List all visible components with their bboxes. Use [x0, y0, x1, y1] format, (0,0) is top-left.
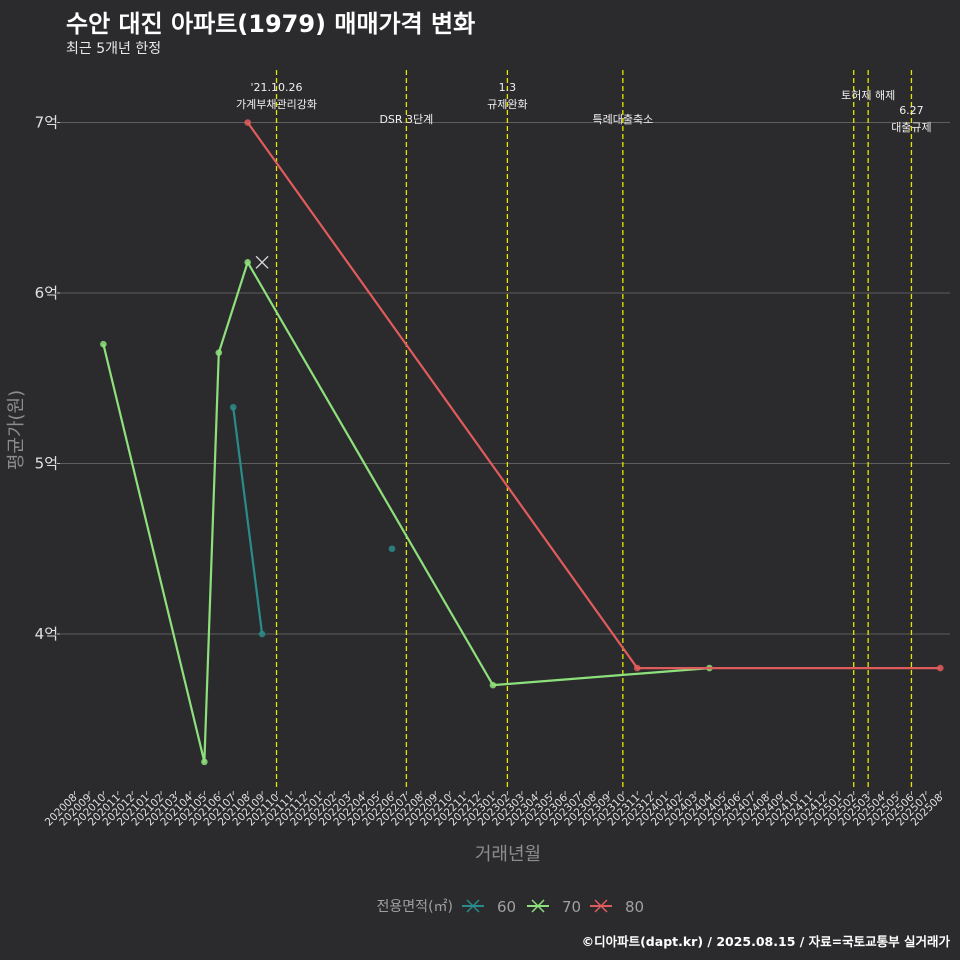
series-line-80 [246, 121, 941, 670]
event-label: '21.10.26 [251, 81, 303, 94]
data-point-70 [201, 758, 208, 766]
event-label: DSR 3단계 [379, 113, 433, 126]
y-tick-label: 6억 [35, 284, 58, 302]
x-axis-title: 거래년월 [475, 844, 541, 865]
y-axis-title: 평균가(원) [6, 390, 27, 470]
x-marker [255, 255, 269, 269]
y-tick-label: 5억 [35, 455, 58, 473]
event-label: 규제완화 [487, 98, 527, 111]
data-point-60 [258, 630, 266, 638]
series-layer [100, 119, 944, 766]
legend-item-label: 60 [497, 898, 516, 916]
data-point-70 [489, 681, 497, 689]
event-label: 6.27 [899, 104, 924, 117]
chart-subtitle: 최근 5개년 한정 [66, 41, 162, 57]
legend-key-x [466, 899, 480, 913]
legend-title: 전용면적(㎡) [377, 899, 453, 915]
legend-item-label: 70 [562, 898, 581, 916]
data-point-80 [633, 664, 641, 672]
event-label: 특례대출축소 [592, 113, 653, 126]
data-point-60 [229, 403, 237, 411]
legend-key-x [594, 899, 608, 913]
legend-key-x [531, 899, 545, 913]
event-label: 토허제 해제 [841, 88, 895, 102]
legend-item-label: 80 [625, 898, 644, 916]
event-label: 대출규제 [891, 121, 931, 134]
series-line-70 [102, 261, 710, 763]
data-point-70 [100, 340, 107, 348]
chart-title: 수안 대진 아파트(1979) 매매가격 변화 [66, 10, 476, 38]
data-point-70 [244, 259, 251, 266]
series-line-60 [232, 407, 264, 635]
source-caption: ©디아파트(dapt.kr) / 2025.08.15 / 자료=국토교통부 실… [581, 934, 950, 949]
legend: 전용면적(㎡) 60 70 80 [377, 898, 645, 916]
event-label: 가계부채관리강화 [236, 98, 317, 111]
y-tick-label: 4억 [35, 625, 58, 643]
data-point-70 [215, 349, 223, 356]
event-label: 1.3 [499, 81, 517, 94]
axis-layer: 4억5억6억7억20200820200920201020201120201220… [6, 114, 945, 866]
data-point-extra [388, 545, 396, 553]
data-point-80 [244, 119, 251, 126]
y-tick-label: 7억 [35, 114, 58, 132]
grid-layer [60, 122, 950, 635]
data-point-80 [937, 664, 944, 672]
